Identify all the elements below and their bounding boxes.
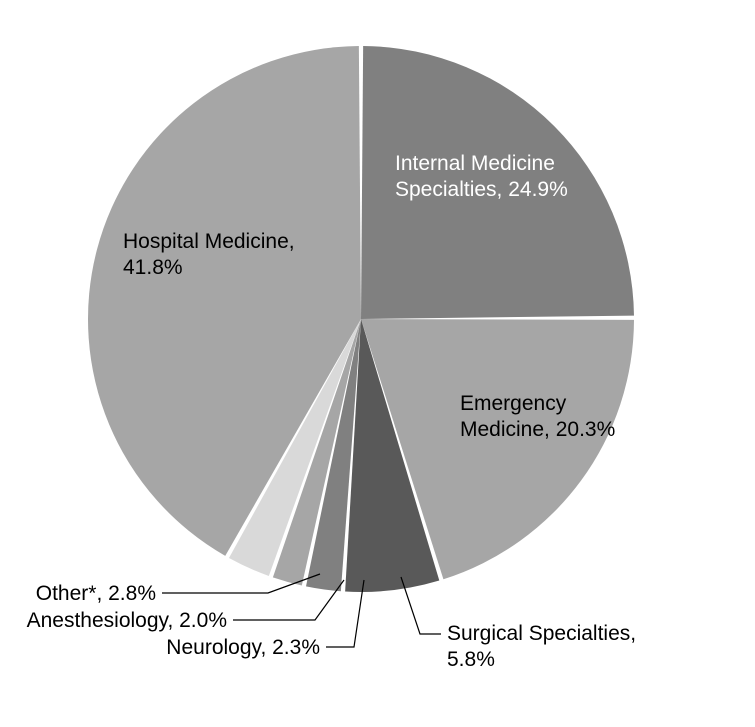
label-other: Other*, 2.8% [36, 582, 156, 605]
label-hospital-medicine-l1: Hospital Medicine, [123, 230, 295, 253]
label-anesthesiology: Anesthesiology, 2.0% [27, 609, 227, 632]
label-emergency-medicine-l1: Emergency [460, 392, 567, 415]
pie-chart [88, 46, 634, 592]
label-surgical-l1: Surgical Specialties, [447, 622, 636, 645]
label-neurology: Neurology, 2.3% [166, 636, 320, 659]
label-surgical-l2: 5.8% [447, 648, 495, 671]
label-emergency-medicine-l2: Medicine, 20.3% [460, 418, 615, 441]
label-internal-medicine-l2: Specialties, 24.9% [395, 178, 568, 201]
label-internal-medicine-l1: Internal Medicine [395, 152, 555, 175]
label-hospital-medicine-l2: 41.8% [123, 256, 183, 279]
